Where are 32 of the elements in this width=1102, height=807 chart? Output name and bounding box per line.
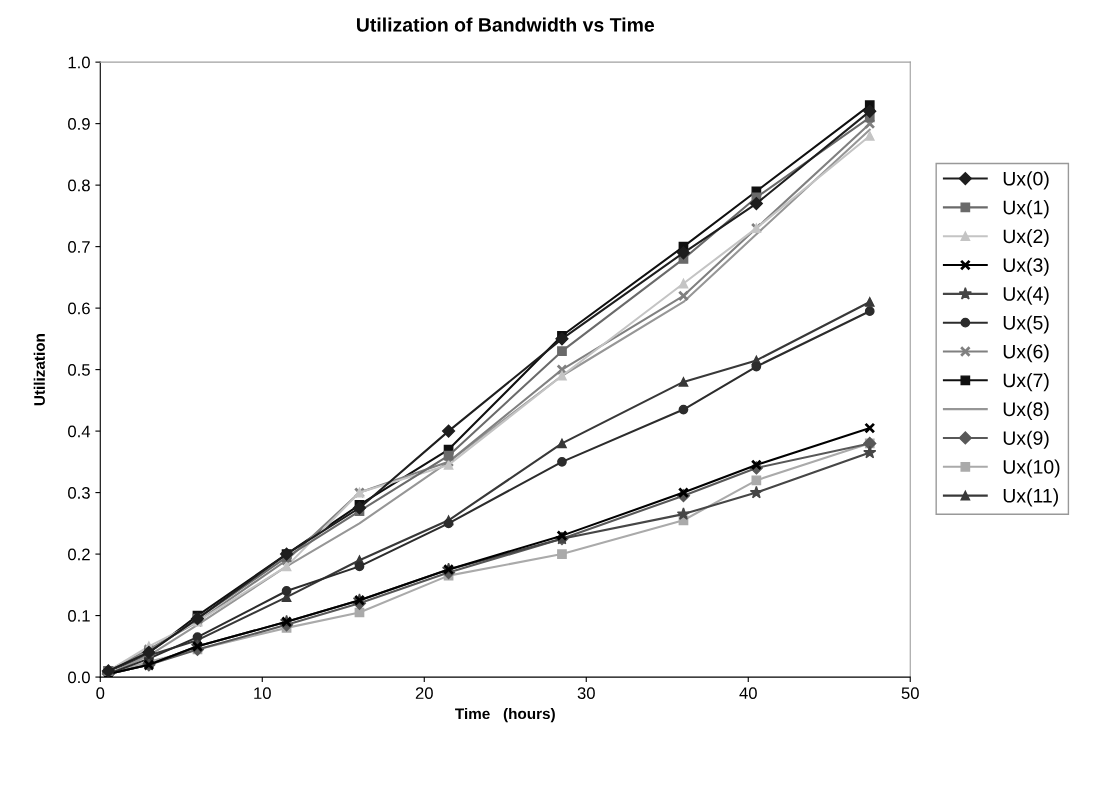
legend-label: Ux(11) [1003, 488, 1058, 507]
y-tick-label: 0.2 [68, 548, 90, 561]
legend-label: Ux(9) [1003, 430, 1049, 449]
x-tick-label: 20 [415, 687, 433, 700]
x-tick-label: 30 [577, 687, 595, 700]
y-tick-label: 0.8 [68, 179, 90, 192]
y-tick-label: 0.3 [68, 486, 90, 499]
y-tick-label: 0.0 [68, 671, 90, 684]
y-axis-title: Utilization [33, 334, 45, 406]
y-tick-label: 0.6 [68, 302, 90, 315]
y-tick-label: 0.5 [68, 364, 90, 376]
chart-title: Utilization of Bandwidth vs Time [357, 17, 655, 32]
legend-label: Ux(5) [1003, 315, 1049, 334]
y-tick-label: 1.0 [68, 56, 90, 69]
legend-label: Ux(2) [1003, 228, 1049, 248]
x-axis-title: Time (hours) [455, 707, 555, 723]
x-tick-label: 40 [739, 687, 757, 700]
legend-label: Ux(0) [1003, 171, 1049, 190]
legend-label: Ux(8) [1003, 401, 1049, 420]
legend-label: Ux(4) [1003, 286, 1049, 305]
x-tick-label: 50 [901, 687, 919, 700]
y-tick-label: 0.7 [68, 241, 90, 253]
y-tick-label: 0.1 [68, 609, 90, 622]
x-tick-label: 10 [254, 687, 271, 700]
legend-label: Ux(3) [1003, 257, 1049, 276]
legend-label: Ux(6) [1003, 344, 1049, 363]
legend-label: Ux(10) [1003, 459, 1060, 478]
legend-label: Ux(1) [1003, 200, 1049, 219]
x-tick-label: 0 [96, 687, 105, 700]
y-tick-label: 0.4 [68, 425, 91, 438]
y-tick-label: 0.9 [68, 118, 90, 130]
legend-label: Ux(7) [1003, 373, 1049, 392]
